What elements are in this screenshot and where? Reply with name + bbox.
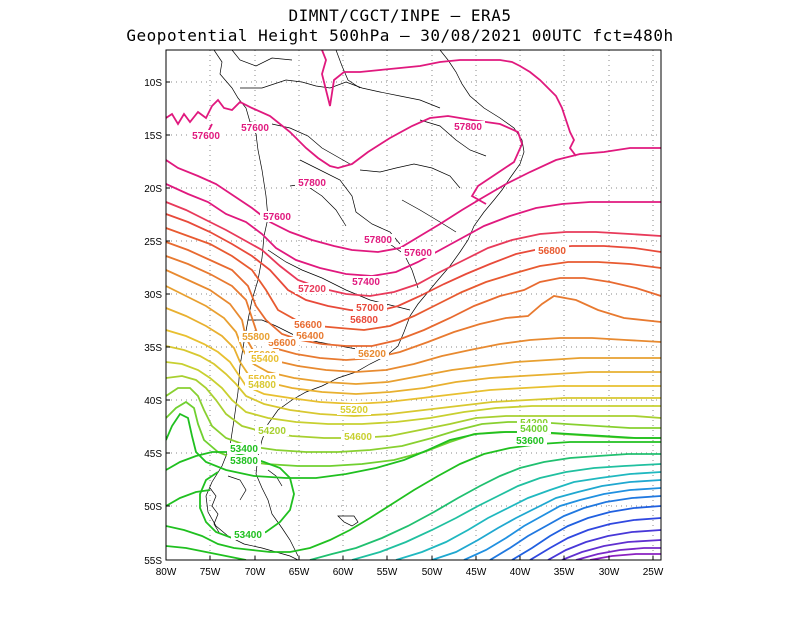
- longitude-label: 60W: [333, 567, 354, 578]
- contour-label-bg: [245, 373, 279, 384]
- contour-label-bg: [361, 234, 395, 245]
- longitude-label: 25W: [643, 567, 664, 578]
- contour-label: 57400: [352, 277, 380, 288]
- map-frame: [165, 49, 662, 561]
- contour-label-bg: [255, 425, 289, 436]
- contour-label-bg: [341, 431, 375, 442]
- contour-label-bg: [349, 276, 383, 287]
- contour-label-bg: [260, 211, 294, 222]
- contour-label-bg: [353, 302, 387, 313]
- contour-label-bg: [295, 283, 329, 294]
- contour-label: 56600: [294, 320, 322, 331]
- latitude-label: 25S: [144, 237, 162, 248]
- contour-label: 57800: [298, 178, 326, 189]
- latitude-label: 40S: [144, 396, 162, 407]
- map-title-line1: DIMNT/CGCT/INPE – ERA5: [288, 6, 512, 25]
- contour-label-bg: [401, 247, 435, 258]
- contour-label-bg: [248, 353, 282, 364]
- contour-label-bg: [227, 443, 261, 454]
- contour-label: 53800: [230, 456, 258, 467]
- contour-label: 57800: [364, 235, 392, 246]
- contour-label-bg: [189, 130, 223, 141]
- contour-label: 57600: [241, 123, 269, 134]
- longitude-label: 45W: [466, 567, 487, 578]
- contour-label-bg: [451, 121, 485, 132]
- contour-label-bg: [517, 423, 551, 434]
- contour-label-bg: [513, 435, 547, 446]
- axis-ticks: [165, 81, 654, 561]
- latitude-label: 45S: [144, 449, 162, 460]
- contour-label: 57800: [454, 122, 482, 133]
- latitude-axis: 10S 15S 20S 25S 30S 35S 40S 45S 50S 55S: [144, 78, 162, 567]
- contour-label-bg: [227, 455, 261, 466]
- contour-label: 54600: [344, 432, 372, 443]
- longitude-label: 40W: [510, 567, 531, 578]
- longitude-label: 65W: [289, 567, 310, 578]
- contour-label: 56400: [296, 331, 324, 342]
- contour-label: 57000: [356, 303, 384, 314]
- longitude-label: 75W: [200, 567, 221, 578]
- contour-label: 54200: [258, 426, 286, 437]
- map-title-line2: Geopotential Height 500hPa – 30/08/2021 …: [126, 26, 674, 45]
- contour-label: 55800: [242, 332, 270, 343]
- contour-label: 53400: [234, 530, 262, 541]
- longitude-label: 70W: [245, 567, 266, 578]
- contour-label-bg: [355, 348, 389, 359]
- contour-label-bg: [295, 177, 329, 188]
- contour-label-bg: [347, 314, 381, 325]
- contour-label: 53400: [230, 444, 258, 455]
- latitude-label: 10S: [144, 78, 162, 89]
- contour-label: 55400: [251, 354, 279, 365]
- contour-label-bg: [337, 404, 371, 415]
- latitude-label: 30S: [144, 290, 162, 301]
- contour-label: 56600: [268, 338, 296, 349]
- contour-label: 56800: [538, 246, 566, 257]
- contour-label-bg: [231, 529, 265, 540]
- longitude-label: 30W: [599, 567, 620, 578]
- latitude-label: 55S: [144, 556, 162, 567]
- grid-lines: [166, 50, 661, 560]
- contour-labels: 57600 57600 57800 57800 57600 57800 57600 57400…: [189, 121, 569, 541]
- contour-label: 57600: [192, 131, 220, 142]
- latitude-label: 20S: [144, 184, 162, 195]
- contour-label: 56200: [358, 349, 386, 360]
- contour-label: 56800: [350, 315, 378, 326]
- longitude-axis: 80W 75W 70W 65W 60W 55W 50W 45W 40W 35W 30W 25W: [156, 567, 664, 578]
- contour-label: 54000: [520, 424, 548, 435]
- longitude-label: 80W: [156, 567, 177, 578]
- contour-label: 57200: [298, 284, 326, 295]
- contour-label: 54800: [248, 380, 276, 391]
- contour-label-bg: [517, 417, 551, 428]
- contour-label-bg: [293, 330, 327, 341]
- contour-label-bg: [245, 379, 279, 390]
- latitude-label: 15S: [144, 131, 162, 142]
- contour-label-bg: [238, 122, 272, 133]
- contour-label-bg: [291, 319, 325, 330]
- latitude-label: 50S: [144, 502, 162, 513]
- longitude-label: 35W: [554, 567, 575, 578]
- contour-label-bg: [535, 245, 569, 256]
- latitude-label: 35S: [144, 343, 162, 354]
- longitude-label: 55W: [377, 567, 398, 578]
- contour-label: 57600: [404, 248, 432, 259]
- contour-label: 53600: [516, 436, 544, 447]
- longitude-label: 50W: [422, 567, 443, 578]
- contour-label: 55200: [340, 405, 368, 416]
- contour-label: 57600: [263, 212, 291, 223]
- contour-label-bg: [265, 337, 299, 348]
- contour-label-bg: [239, 331, 273, 342]
